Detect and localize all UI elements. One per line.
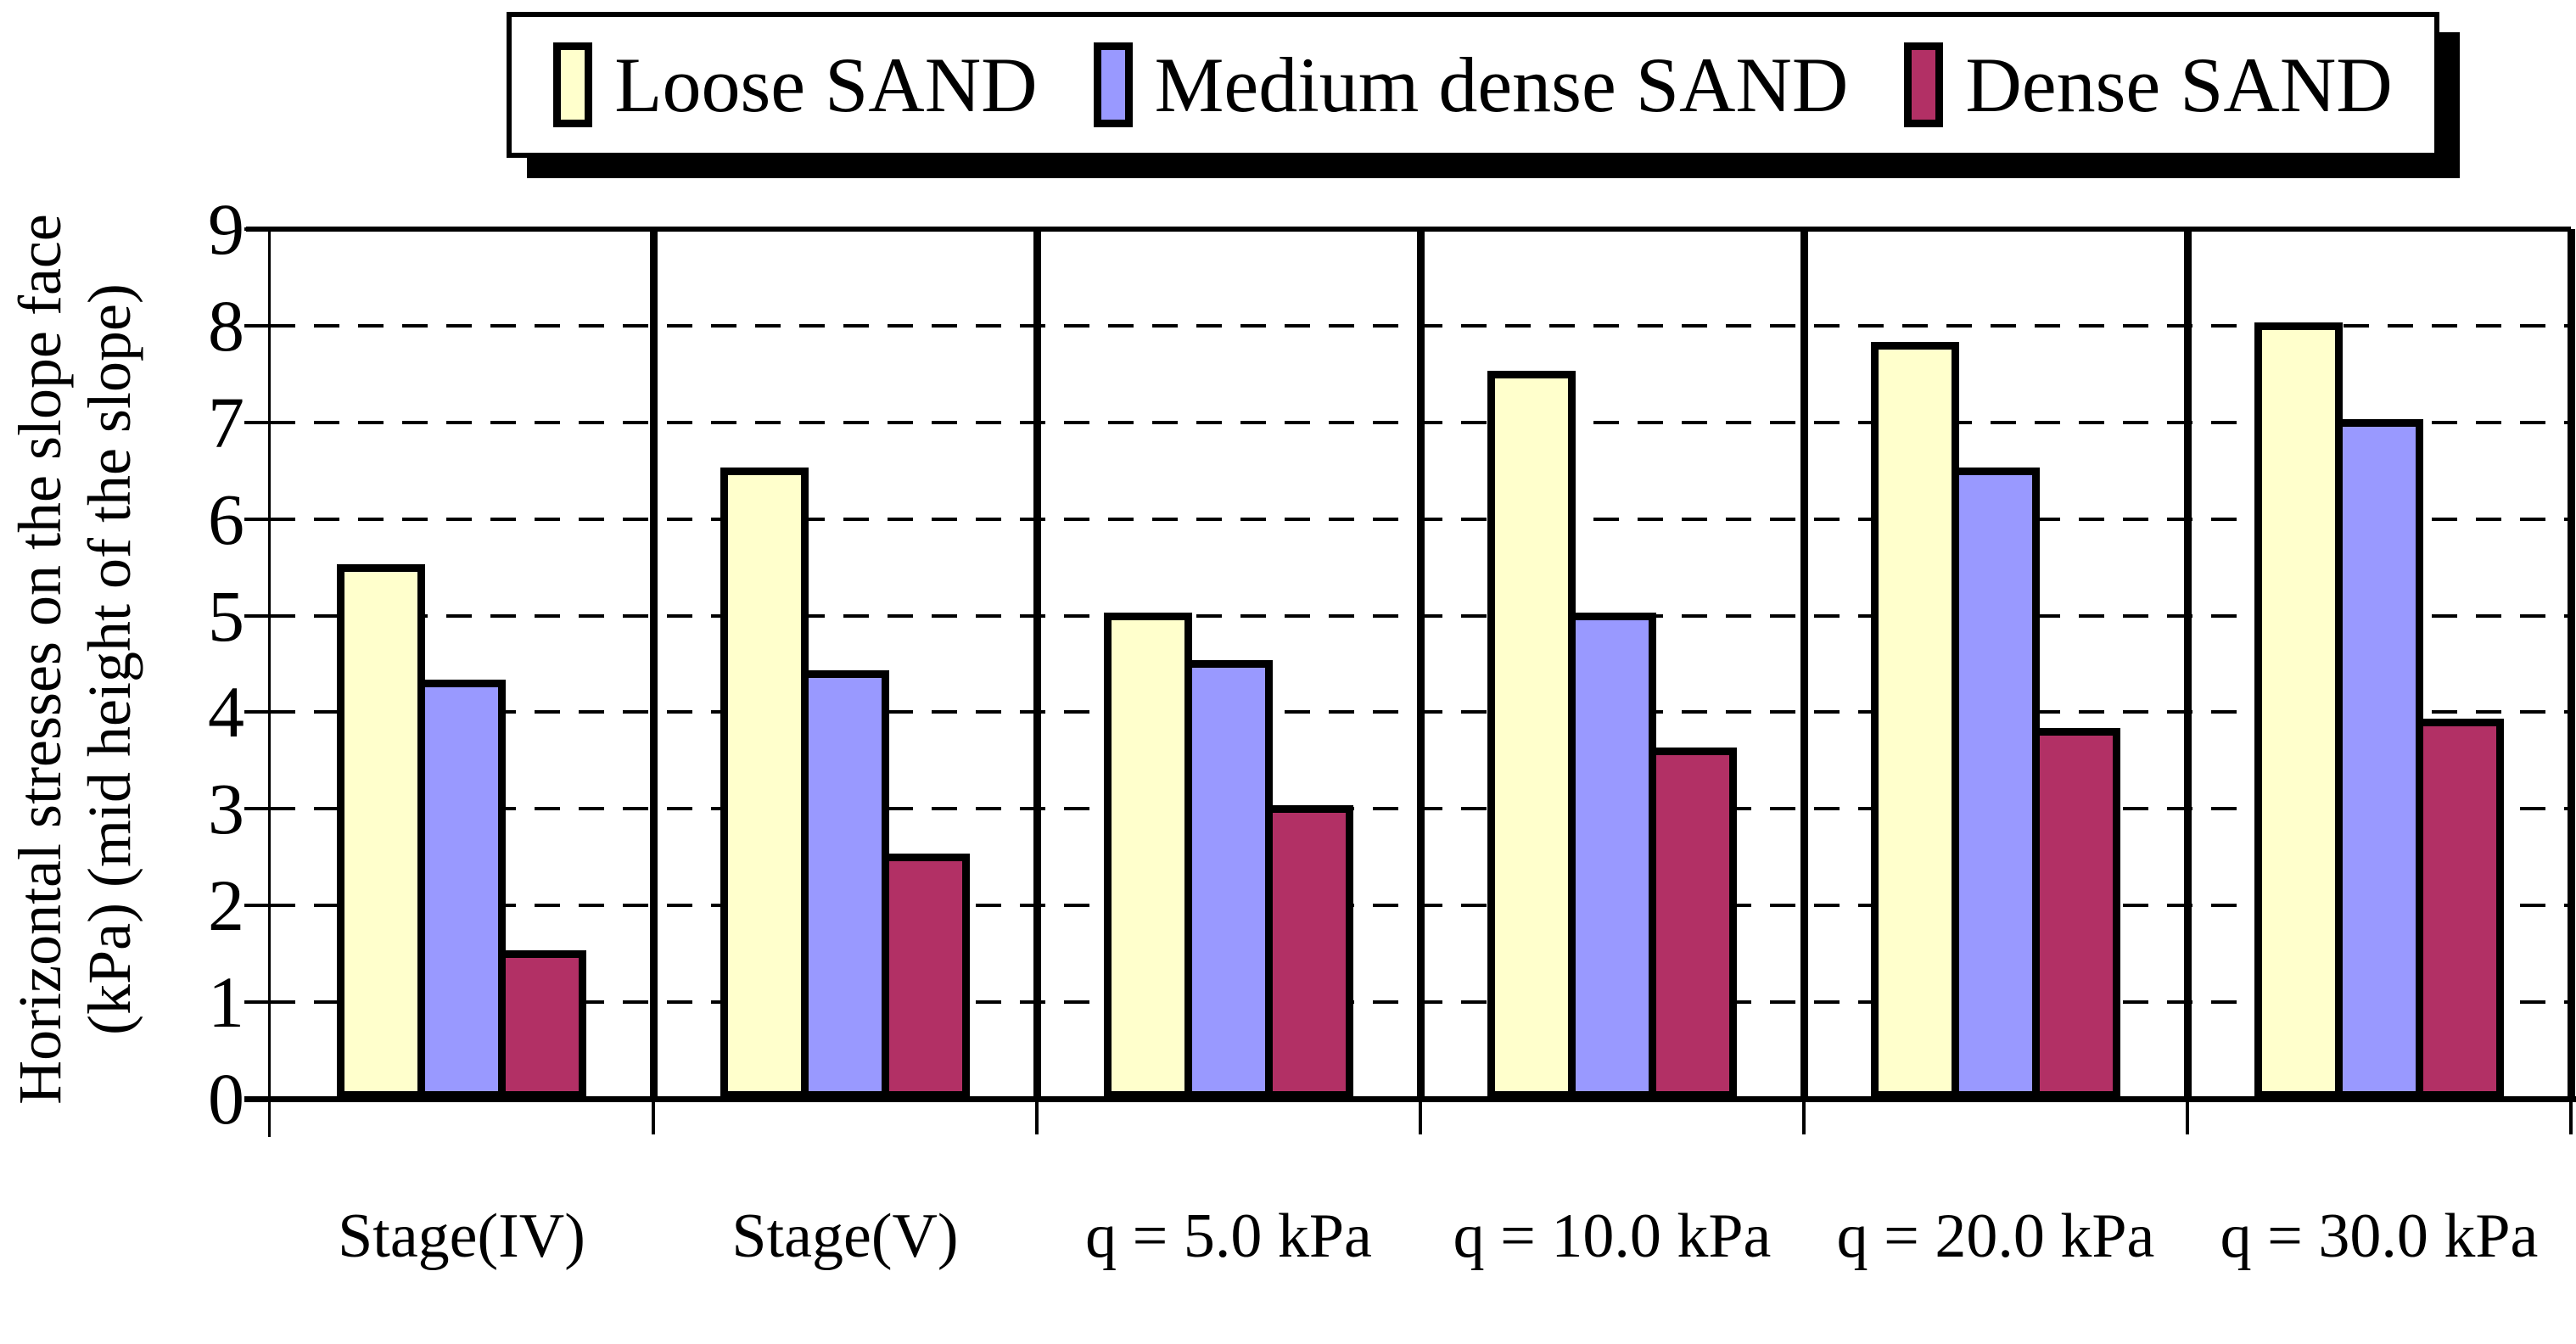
y-axis-line (268, 229, 271, 1137)
legend-swatch-icon (1904, 42, 1944, 127)
x-axis-tick (2569, 1099, 2573, 1134)
bar-loose-sand (720, 468, 809, 1099)
legend-item: Medium dense SAND (1093, 42, 1849, 128)
panel-divider (2184, 229, 2192, 1099)
legend-swatch-icon (553, 42, 593, 127)
y-tick-mark (244, 1000, 290, 1005)
panel-divider (1033, 229, 1041, 1099)
x-axis-line (244, 1096, 2576, 1102)
bar-medium-dense-sand (2335, 419, 2423, 1099)
panel-divider (1800, 229, 1808, 1099)
x-axis-tick (1419, 1099, 1422, 1134)
x-category-label: q = 30.0 kPa (2220, 1201, 2539, 1271)
y-tick-label: 9 (208, 188, 244, 270)
x-category-label: Stage(V) (731, 1201, 959, 1271)
plot-top-border (246, 227, 2571, 232)
bar-dense-sand (882, 854, 970, 1099)
legend-box: Loose SAND Medium dense SAND Dense SAND (507, 12, 2439, 158)
bar-loose-sand (1487, 371, 1576, 1099)
x-axis-tick (1802, 1099, 1806, 1134)
y-tick-mark (244, 517, 290, 521)
y-tick-mark (244, 710, 290, 714)
legend-label: Dense SAND (1965, 42, 2393, 128)
y-tick-label: 6 (208, 478, 244, 560)
bar-medium-dense-sand (1952, 468, 2040, 1099)
y-axis-title-line1: Horizontal stresses on the slope face (6, 214, 74, 1105)
bar-medium-dense-sand (417, 680, 506, 1099)
y-tick-label: 8 (208, 284, 244, 367)
bar-loose-sand (1104, 613, 1192, 1099)
bar-medium-dense-sand (1568, 613, 1656, 1099)
legend-item: Loose SAND (553, 42, 1038, 128)
y-tick-mark (244, 420, 290, 424)
x-axis-tick (652, 1099, 655, 1134)
panel-divider (1417, 229, 1425, 1099)
y-tick-label: 4 (208, 671, 244, 753)
x-axis-tick (1035, 1099, 1039, 1134)
y-tick-mark (244, 323, 290, 328)
y-tick-mark (244, 613, 290, 618)
x-category-label: q = 5.0 kPa (1085, 1201, 1372, 1271)
bar-medium-dense-sand (1184, 660, 1273, 1099)
bar-dense-sand (2032, 728, 2120, 1099)
legend-item: Dense SAND (1904, 42, 2393, 128)
legend-swatch-icon (1093, 42, 1133, 127)
panel-divider (2568, 229, 2575, 1099)
panel-divider (650, 229, 658, 1099)
bar-medium-dense-sand (801, 670, 889, 1099)
bar-dense-sand (2416, 719, 2504, 1099)
x-category-label: q = 20.0 kPa (1836, 1201, 2155, 1271)
y-tick-label: 2 (208, 865, 244, 947)
bar-dense-sand (1649, 748, 1737, 1099)
y-tick-mark (244, 904, 290, 908)
y-tick-label: 5 (208, 574, 244, 657)
y-tick-label: 1 (208, 961, 244, 1044)
y-tick-mark (244, 227, 290, 231)
y-tick-label: 0 (208, 1058, 244, 1140)
legend-label: Loose SAND (614, 42, 1038, 128)
x-axis-tick (2186, 1099, 2189, 1134)
y-tick-label: 3 (208, 768, 244, 850)
legend-label: Medium dense SAND (1154, 42, 1849, 128)
bar-dense-sand (498, 950, 586, 1099)
y-tick-label: 7 (208, 381, 244, 463)
x-category-label: Stage(IV) (338, 1201, 585, 1271)
bar-loose-sand (337, 564, 425, 1099)
bar-dense-sand (1265, 805, 1353, 1099)
bar-loose-sand (1871, 342, 1959, 1099)
bar-loose-sand (2254, 322, 2343, 1099)
x-category-label: q = 10.0 kPa (1453, 1201, 1772, 1271)
y-tick-mark (244, 807, 290, 811)
